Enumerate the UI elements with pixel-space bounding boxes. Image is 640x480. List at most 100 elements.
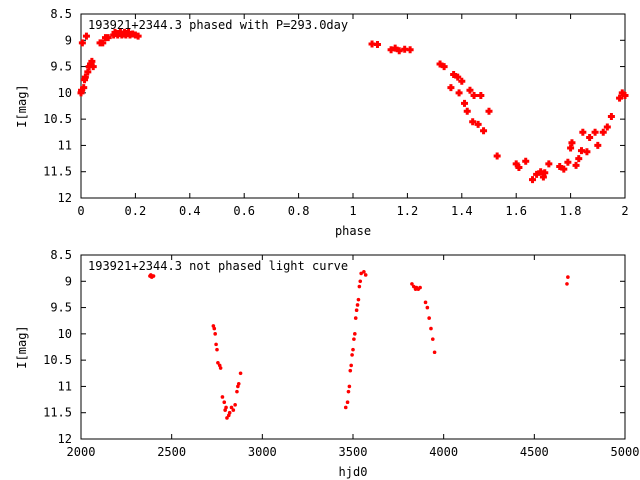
data-point [564, 158, 572, 166]
y-tick-label: 10 [58, 86, 72, 100]
data-point [347, 384, 352, 389]
data-point [447, 84, 455, 92]
y-tick-label: 11 [58, 138, 72, 152]
data-point [541, 169, 549, 177]
y-tick-label: 11 [58, 379, 72, 393]
data-point [575, 155, 583, 163]
x-tick-label: 1.8 [560, 204, 582, 218]
x-tick-label: 0 [77, 204, 84, 218]
data-point [425, 305, 430, 310]
data-point [214, 342, 218, 347]
data-point [454, 73, 462, 81]
data-point [410, 282, 414, 286]
data-point [359, 271, 363, 276]
data-point [81, 73, 89, 81]
plot-frame [80, 254, 626, 440]
data-point [215, 347, 219, 352]
x-tick-label: 1 [349, 204, 356, 218]
data-point [233, 403, 237, 407]
data-point [352, 337, 356, 341]
y-tick-label: 10.5 [43, 112, 72, 126]
data-point [621, 91, 629, 99]
data-point [480, 127, 488, 135]
x-tick-label: 2500 [157, 445, 186, 459]
y-tick-label: 9 [65, 33, 72, 47]
data-point [349, 363, 353, 368]
x-tick-label: 1.6 [505, 204, 527, 218]
data-point [436, 60, 444, 68]
data-point [82, 32, 90, 40]
y-tick-label: 9.5 [50, 301, 72, 315]
data-point [470, 91, 478, 99]
chart-title: 193921+2344.3 not phased light curve [88, 259, 348, 273]
y-tick-label: 8.5 [50, 248, 72, 262]
data-point [231, 408, 236, 412]
data-point [387, 46, 395, 54]
chart-title: 193921+2344.3 phased with P=293.0day [88, 18, 348, 32]
data-point [391, 44, 399, 52]
data-point [427, 316, 431, 320]
data-point [353, 316, 358, 320]
data-point [432, 350, 437, 355]
data-point [216, 360, 220, 365]
x-tick-label: 0.6 [233, 204, 255, 218]
data-point [222, 400, 227, 405]
data-point [455, 89, 463, 97]
data-point [227, 410, 232, 415]
x-tick-label: 5000 [611, 445, 640, 459]
data-point [461, 99, 469, 107]
y-tick-label: 9.5 [50, 60, 72, 74]
y-tick-label: 11.5 [43, 165, 72, 179]
x-tick-label: 3000 [248, 445, 277, 459]
data-point [354, 308, 359, 313]
data-point [363, 273, 368, 277]
data-point [565, 282, 569, 286]
data-point [346, 389, 351, 394]
data-point [345, 400, 350, 405]
data-point [560, 165, 568, 173]
data-point [522, 157, 530, 165]
data-point [236, 382, 241, 386]
x-tick-label: 4000 [429, 445, 458, 459]
y-tick-label: 10.5 [43, 353, 72, 367]
y-tick-label: 11.5 [43, 406, 72, 420]
data-point [568, 139, 576, 147]
data-point [104, 34, 112, 42]
data-point [566, 275, 570, 279]
chart-2: 2000 2500 3000 3500 4000 4500 5000 8.5 9 9.5 10 10.… [15, 248, 639, 479]
data-point [357, 284, 362, 289]
data-point [515, 164, 523, 172]
chart-1: 0 0.2 0.4 0.6 0.8 1 1.2 1.4 1.6 1.8 2 8.5 9 9.5 10 10.5… [15, 7, 629, 238]
data-point [134, 32, 142, 40]
data-point [218, 366, 223, 370]
data-point [355, 303, 360, 307]
data-point [411, 284, 416, 289]
y-tick-label: 10 [58, 327, 72, 341]
data-point [463, 107, 471, 115]
x-tick-label: 2000 [67, 445, 96, 459]
data-point [220, 395, 225, 399]
data-point [493, 152, 501, 160]
data-point [607, 113, 615, 121]
x-axis-label: phase [335, 224, 371, 238]
data-point [229, 405, 234, 410]
x-tick-label: 1.4 [451, 204, 473, 218]
data-point [603, 123, 611, 131]
data-point [529, 176, 537, 184]
data-point [591, 128, 599, 136]
data-point [583, 148, 591, 156]
y-tick-label: 9 [65, 274, 72, 288]
data-point [358, 279, 363, 284]
y-axis-label: I[mag] [15, 325, 29, 368]
data-point [429, 326, 433, 331]
y-axis-label: I[mag] [15, 84, 29, 127]
x-tick-label: 1.2 [397, 204, 419, 218]
data-point [474, 120, 482, 128]
data-point [89, 63, 97, 71]
data-point [351, 347, 355, 352]
data-point [586, 134, 594, 142]
data-point [348, 368, 353, 373]
x-tick-label: 2 [621, 204, 628, 218]
data-point [353, 332, 357, 336]
